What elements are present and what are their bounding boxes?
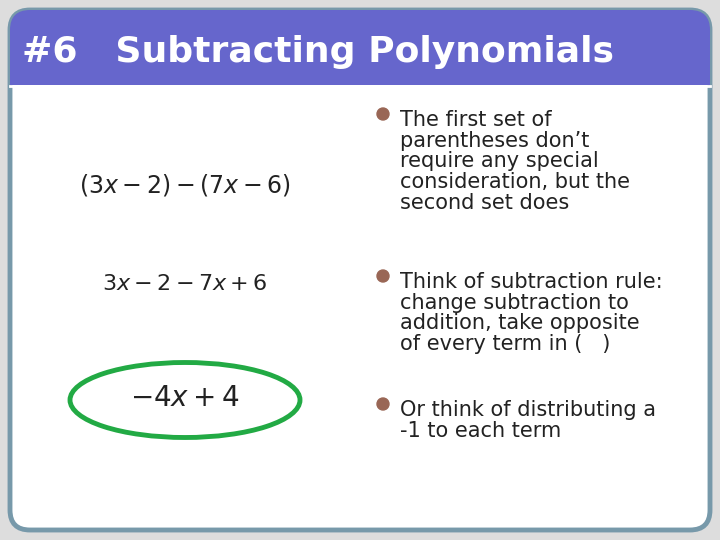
Text: addition, take opposite: addition, take opposite (400, 313, 639, 333)
Text: $-4x+4$: $-4x+4$ (130, 388, 240, 413)
Text: $(3x-2)-(7x-6)$: $(3x-2)-(7x-6)$ (79, 172, 291, 198)
Circle shape (377, 398, 389, 410)
Text: consideration, but the: consideration, but the (400, 172, 630, 192)
Text: require any special: require any special (400, 151, 599, 171)
Text: The first set of: The first set of (400, 110, 552, 130)
Circle shape (377, 270, 389, 282)
Text: of every term in (   ): of every term in ( ) (400, 334, 611, 354)
Bar (10, 50, 710, 85)
Text: -1 to each term: -1 to each term (400, 421, 562, 441)
Text: parentheses don’t: parentheses don’t (400, 131, 590, 151)
Text: second set does: second set does (400, 193, 570, 213)
FancyBboxPatch shape (10, 10, 710, 530)
Circle shape (377, 108, 389, 120)
Text: #6   Subtracting Polynomials: #6 Subtracting Polynomials (22, 35, 614, 69)
Text: Or think of distributing a: Or think of distributing a (400, 400, 656, 420)
Text: $3x-2-7x+6$: $3x-2-7x+6$ (102, 274, 268, 295)
FancyBboxPatch shape (10, 10, 710, 85)
Text: Think of subtraction rule:: Think of subtraction rule: (400, 272, 662, 292)
Ellipse shape (70, 362, 300, 437)
Text: change subtraction to: change subtraction to (400, 293, 629, 313)
